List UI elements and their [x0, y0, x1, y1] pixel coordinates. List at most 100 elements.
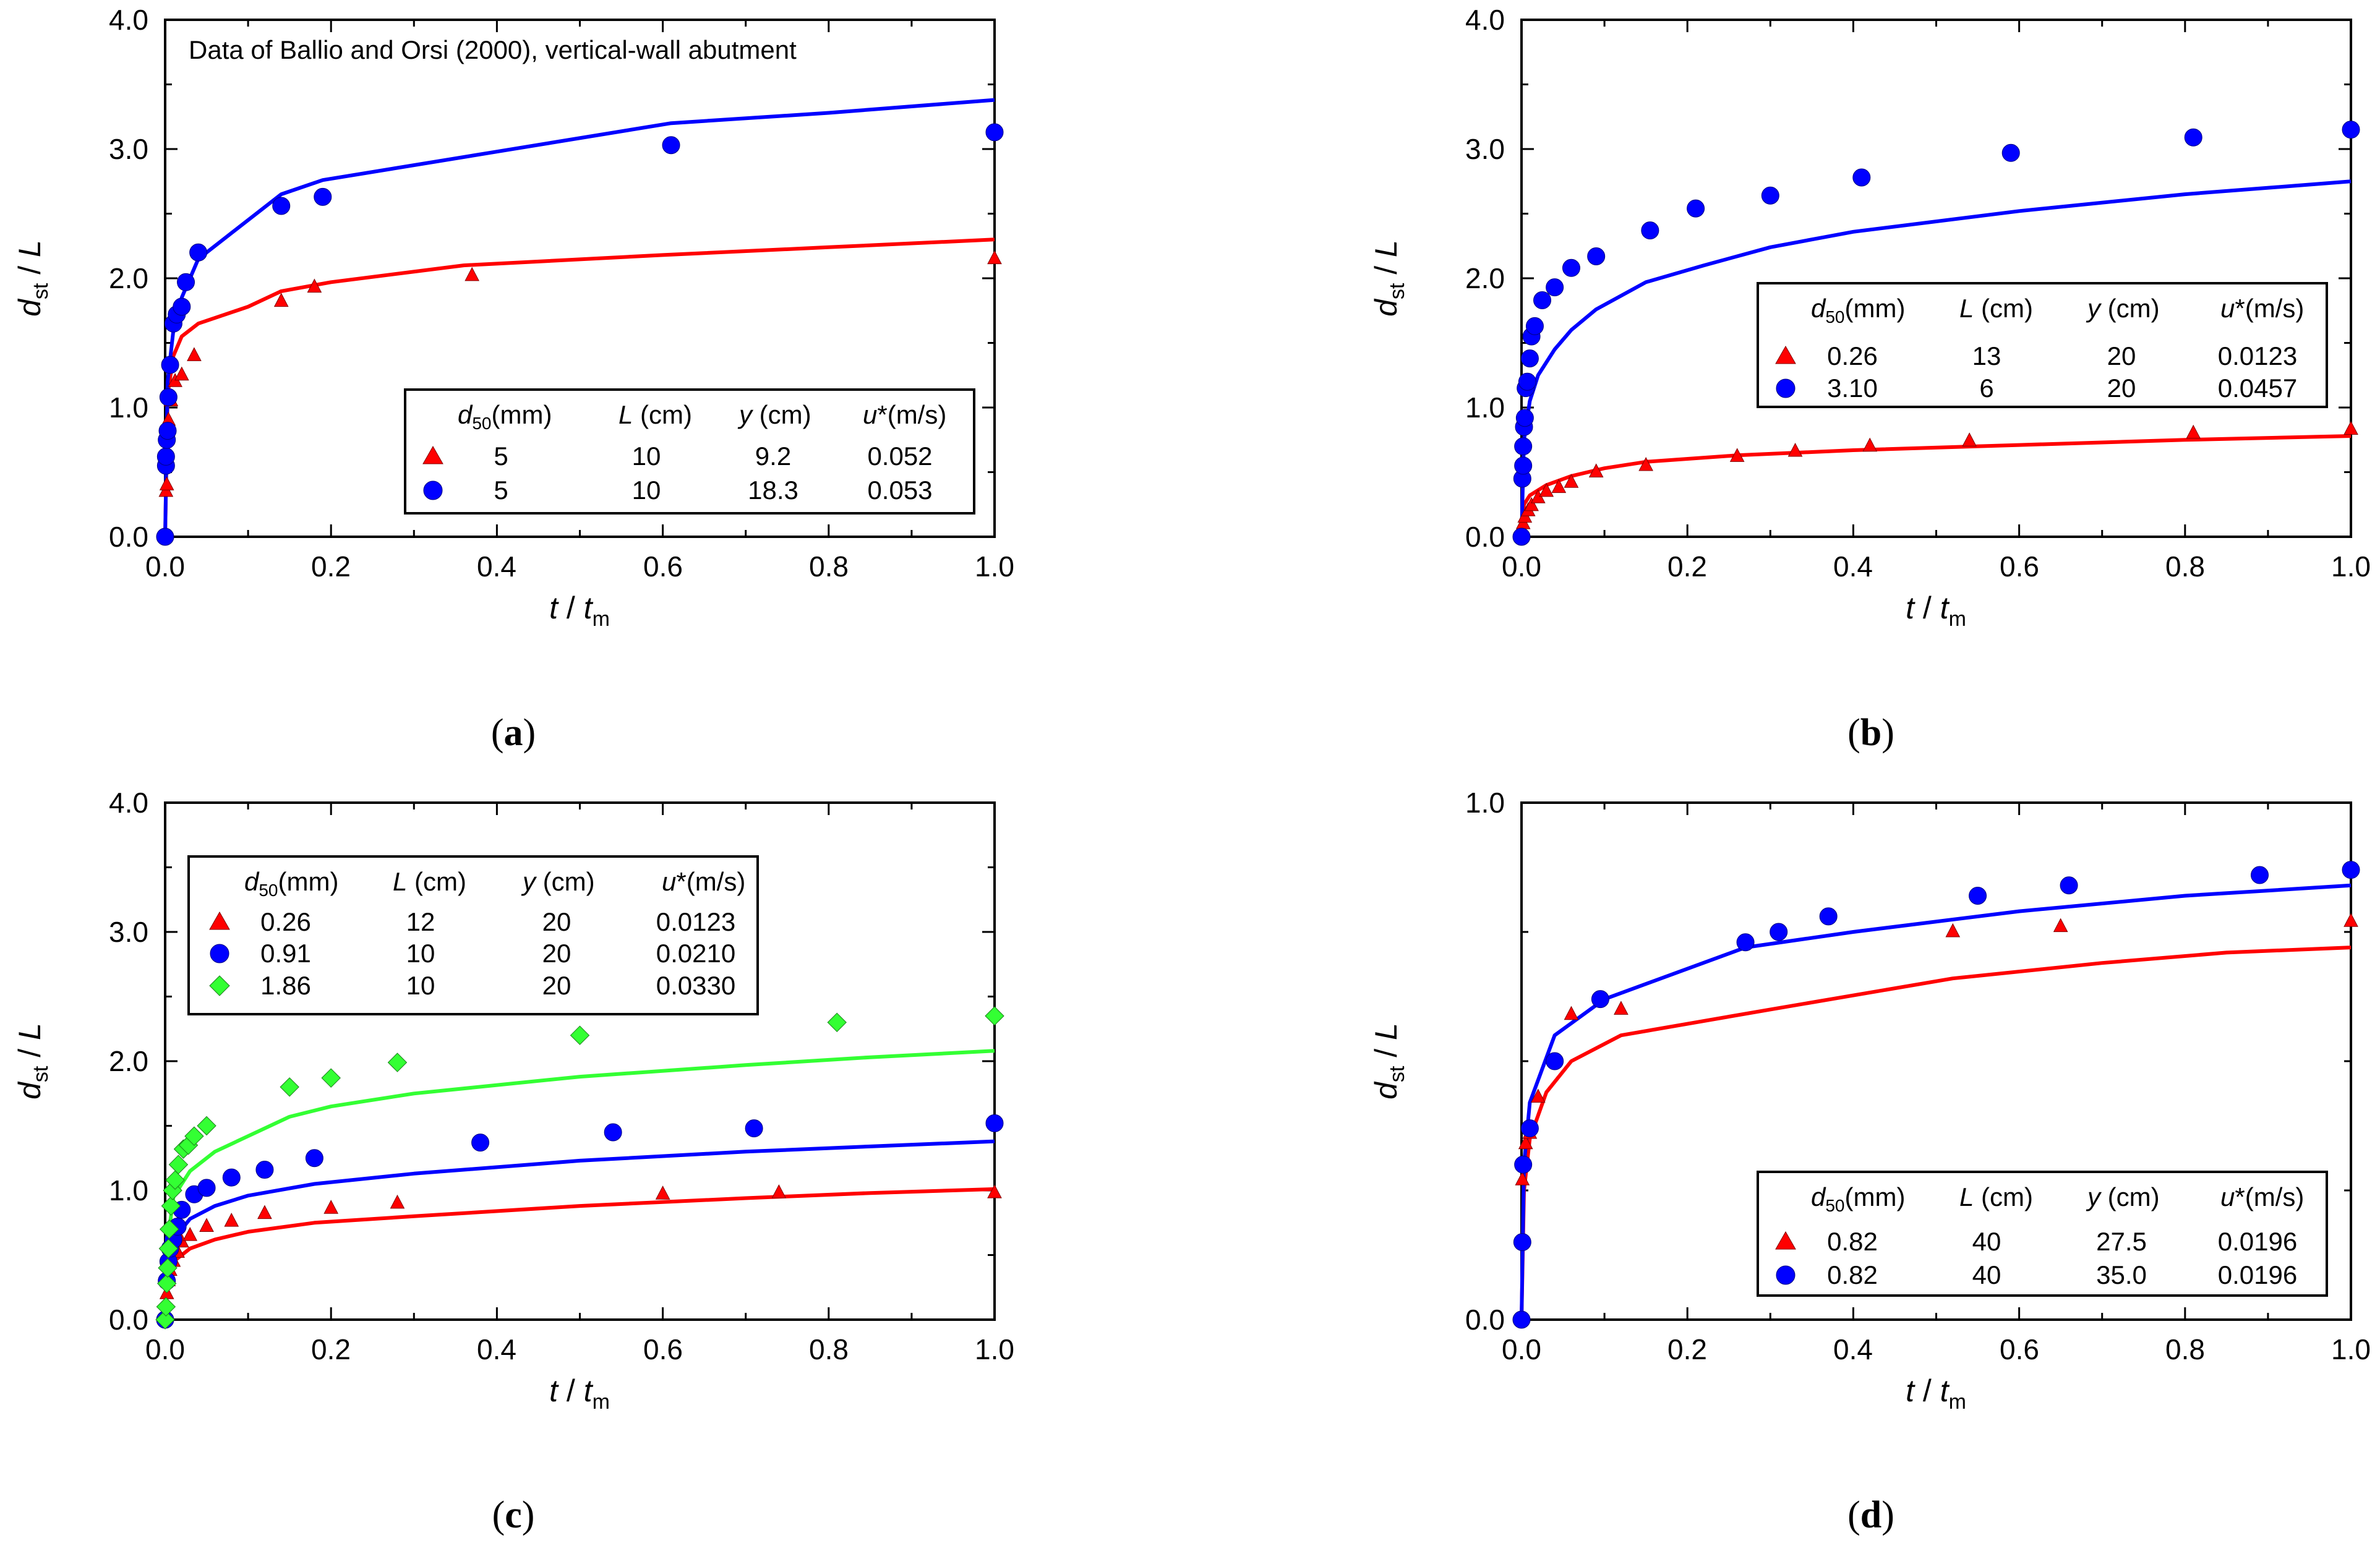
data-point-circle [1513, 1233, 1531, 1252]
legend-value: 27.5 [2096, 1227, 2147, 1256]
panel-b: 0.0 1.0 2.0 3.0 4.0 0.0 0.2 0.4 0.6 0.8 … [1369, 4, 2371, 754]
panel-d: 0.0 1.0 0.0 0.2 0.4 0.6 0.8 1.0 t / tm d… [1369, 787, 2371, 1536]
data-point-circle [189, 243, 208, 262]
x-tick-label: 0.0 [1502, 1333, 1541, 1365]
x-tick-label: 0.8 [809, 550, 849, 583]
legend-value: 20 [542, 939, 571, 968]
y-axis-title: dst / L [12, 1023, 53, 1100]
legend-header-y: y (cm) [737, 400, 811, 429]
y-tick-label: 3.0 [1465, 133, 1505, 165]
legend-value: 0.0330 [656, 971, 735, 1000]
x-tick-label: 0.8 [2165, 1333, 2205, 1365]
legend-value: 5 [494, 442, 508, 471]
data-point-circle [662, 136, 680, 155]
data-point-circle [222, 1168, 241, 1187]
data-point-triangle [1539, 482, 1554, 497]
data-point-circle [2060, 876, 2078, 895]
legend-header-L: L (cm) [393, 867, 466, 896]
data-point-triangle [1564, 474, 1579, 488]
legend-header-u: u*(m/s) [2220, 1182, 2304, 1211]
data-point-diamond [161, 1196, 181, 1216]
legend-box [187, 855, 759, 1015]
data-point-circle [156, 447, 175, 466]
data-point-circle [1546, 1052, 1564, 1070]
legend-value: 0.26 [260, 907, 311, 936]
panel-caption: (a) [491, 712, 536, 754]
y-tick-label: 3.0 [109, 133, 148, 165]
legend-value: 20 [2107, 374, 2136, 403]
data-point-triangle [2344, 913, 2358, 927]
axis-ticks [164, 19, 996, 538]
legend-header-y: y (cm) [2086, 294, 2160, 323]
y-tick-label: 0.0 [109, 521, 148, 553]
y-tick-label: 0.0 [1465, 521, 1505, 553]
data-point-triangle [2186, 424, 2201, 439]
data-point-circle [2342, 861, 2360, 879]
data-point-circle [1514, 437, 1533, 456]
legend: d50(mm) L (cm) y (cm) u*(m/s) 0.26 13 20… [1757, 282, 2328, 408]
panel-caption: (b) [1847, 712, 1894, 754]
data-point-circle [1587, 247, 1606, 265]
legend-marker-triangle [1775, 345, 1796, 364]
data-point-circle [1512, 527, 1531, 546]
fit-curves [1520, 179, 2352, 537]
x-tick-label: 0.0 [145, 550, 185, 583]
legend-value: 20 [542, 907, 571, 936]
data-markers [155, 1006, 1004, 1330]
y-tick-label: 2.0 [1465, 262, 1505, 294]
data-point-circle [1736, 933, 1755, 952]
data-point-triangle [257, 1205, 272, 1219]
data-point-circle [1819, 907, 1838, 926]
data-point-triangle [182, 1227, 198, 1241]
x-tick-labels: 0.0 0.2 0.4 0.6 0.8 1.0 [1502, 550, 2371, 583]
legend-header-y: y (cm) [521, 867, 595, 896]
legend-value: 40 [1972, 1260, 2001, 1289]
data-point-triangle [323, 1200, 339, 1214]
fit-curve-circle [1520, 179, 2352, 537]
panel-a: 0.0 1.0 2.0 3.0 4.0 0.0 0.2 0.4 0.6 0.8 … [12, 4, 1014, 754]
x-tick-label: 1.0 [2331, 1333, 2371, 1365]
data-point-triangle [224, 1213, 239, 1227]
x-tick-labels: 0.0 0.2 0.4 0.6 0.8 1.0 [1502, 1333, 2371, 1365]
y-tick-labels: 0.0 1.0 2.0 3.0 4.0 [109, 4, 148, 553]
data-markers [156, 123, 1004, 546]
data-point-triangle [273, 293, 289, 307]
data-point-circle [1969, 886, 1987, 905]
y-axis-title: dst / L [1369, 1023, 1409, 1100]
panel-caption: (d) [1847, 1494, 1894, 1536]
data-point-circle [305, 1149, 323, 1168]
data-point-diamond [168, 1155, 189, 1174]
y-tick-label: 1.0 [109, 1174, 148, 1206]
data-point-diamond [158, 1258, 178, 1278]
data-markers [1512, 861, 2360, 1329]
panel-caption: (c) [492, 1494, 535, 1536]
data-point-circle [159, 388, 178, 406]
annotation-note: Data of Ballio and Orsi (2000), vertical… [189, 35, 797, 64]
data-point-circle [314, 187, 332, 206]
data-point-triangle [1530, 1088, 1546, 1103]
legend-value: 0.0196 [2218, 1260, 2297, 1289]
x-tick-label: 0.2 [1667, 1333, 1707, 1365]
x-tick-label: 0.6 [2000, 550, 2039, 583]
x-tick-label: 1.0 [975, 1333, 1014, 1365]
fit-curve-circle [163, 1139, 995, 1320]
legend-value: 0.26 [1827, 341, 1878, 370]
data-point-triangle [174, 366, 189, 381]
data-point-diamond [570, 1025, 590, 1045]
data-point-triangle [199, 1218, 214, 1232]
legend-value: 0.82 [1827, 1227, 1878, 1256]
legend-value: 0.0196 [2218, 1227, 2297, 1256]
panel-c: 0.0 1.0 2.0 3.0 4.0 0.0 0.2 0.4 0.6 0.8 … [12, 787, 1014, 1536]
fit-curve-triangle [1520, 434, 2352, 537]
legend-value: 13 [1972, 341, 2001, 370]
data-point-triangle [655, 1185, 670, 1200]
data-point-diamond [184, 1126, 204, 1146]
legend-value: 0.82 [1827, 1260, 1878, 1289]
legend-header-d50: d50(mm) [1811, 1182, 1905, 1215]
data-point-triangle [771, 1184, 787, 1198]
data-point-diamond [159, 1219, 179, 1239]
data-point-diamond [387, 1053, 408, 1072]
x-tick-label: 0.4 [477, 550, 516, 583]
data-point-circle [1525, 317, 1544, 335]
data-point-triangle [1962, 432, 1977, 446]
